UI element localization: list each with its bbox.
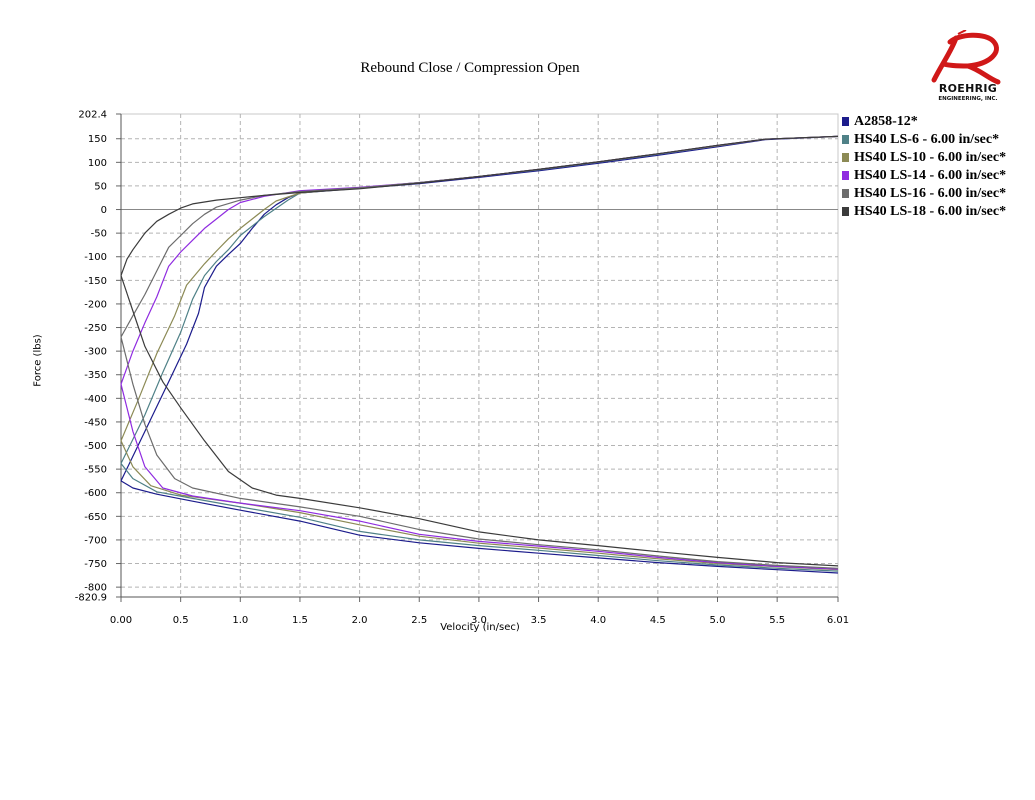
y-tick-label: -300 bbox=[84, 347, 107, 358]
x-tick-label: 1.0 bbox=[232, 615, 248, 626]
legend-entry: HS40 LS-14 - 6.00 in/sec* bbox=[842, 167, 1032, 185]
x-tick-label: 4.0 bbox=[590, 615, 606, 626]
x-tick-label: 5.5 bbox=[769, 615, 785, 626]
series-line-lower-0 bbox=[120, 480, 839, 574]
x-tick-label: 3.0 bbox=[471, 615, 487, 626]
y-tick-label: -200 bbox=[84, 299, 107, 310]
logo-subtitle: ENGINEERING, INC. bbox=[938, 96, 998, 102]
x-axis-label: Velocity (in/sec) bbox=[440, 622, 520, 633]
y-tick-label: -50 bbox=[91, 229, 107, 240]
y-tick-label: -600 bbox=[84, 488, 107, 499]
series-line-lower-4 bbox=[120, 336, 839, 569]
legend-swatch bbox=[842, 207, 849, 216]
y-axis-label: Force (lbs) bbox=[32, 334, 44, 387]
legend-swatch bbox=[842, 117, 849, 126]
legend-label: A2858-12* bbox=[854, 114, 918, 129]
legend-swatch bbox=[842, 153, 849, 162]
legend-label: HS40 LS-14 - 6.00 in/sec* bbox=[854, 168, 1007, 183]
y-tick-label: -500 bbox=[84, 441, 107, 452]
x-tick-label: 0.00 bbox=[110, 615, 132, 626]
y-tick-label: -400 bbox=[84, 394, 107, 405]
series-line-upper-0 bbox=[120, 135, 839, 482]
y-tick-label: -150 bbox=[84, 276, 107, 287]
x-tick-label: 0.5 bbox=[173, 615, 189, 626]
legend-swatch bbox=[842, 135, 849, 144]
chart-title: Rebound Close / Compression Open bbox=[360, 60, 580, 76]
y-tick-label: -450 bbox=[84, 417, 107, 428]
y-tick-label: 150 bbox=[88, 134, 107, 145]
legend-label: HS40 LS-16 - 6.00 in/sec* bbox=[854, 186, 1007, 201]
force-velocity-plot: 202.4 150 100 50 0 -50 -100 -150 -200 -250 -300 -35… bbox=[75, 110, 849, 627]
y-tick-label: 50 bbox=[94, 181, 107, 192]
legend-label: HS40 LS-18 - 6.00 in/sec* bbox=[854, 204, 1007, 219]
series-line-upper-5 bbox=[120, 135, 839, 276]
legend-swatch bbox=[842, 189, 849, 198]
y-tick-label: -700 bbox=[84, 535, 107, 546]
y-tick-label: -100 bbox=[84, 252, 107, 263]
series-line-lower-3 bbox=[120, 384, 839, 570]
series-line-lower-5 bbox=[120, 275, 839, 567]
y-tick-label: 0 bbox=[101, 205, 107, 216]
y-tick-label: -820.9 bbox=[75, 593, 107, 604]
logo-r-icon bbox=[931, 32, 1001, 85]
x-tick-label: 3.5 bbox=[531, 615, 547, 626]
legend-entry: A2858-12* bbox=[842, 113, 1032, 131]
x-tick-label: 2.5 bbox=[411, 615, 427, 626]
x-tick-label: 5.0 bbox=[710, 615, 726, 626]
y-tick-label: 202.4 bbox=[78, 110, 107, 121]
y-tick-label: 100 bbox=[88, 158, 107, 169]
legend-entry: HS40 LS-16 - 6.00 in/sec* bbox=[842, 185, 1032, 203]
y-tick-label: -750 bbox=[84, 559, 107, 570]
x-tick-label: 6.01 bbox=[827, 615, 849, 626]
x-tick-label: 4.5 bbox=[650, 615, 666, 626]
legend-entry: HS40 LS-18 - 6.00 in/sec* bbox=[842, 203, 1032, 221]
y-tick-label: -350 bbox=[84, 370, 107, 381]
series-line-lower-2 bbox=[120, 440, 839, 571]
y-tick-label: -250 bbox=[84, 323, 107, 334]
legend-label: HS40 LS-6 - 6.00 in/sec* bbox=[854, 132, 1000, 147]
x-tick-label: 1.5 bbox=[292, 615, 308, 626]
plot-area bbox=[120, 113, 839, 598]
y-tick-label: -650 bbox=[84, 512, 107, 523]
roehrig-logo-mark bbox=[931, 30, 1001, 85]
legend-entry: HS40 LS-6 - 6.00 in/sec* bbox=[842, 131, 1032, 149]
legend-entry: HS40 LS-10 - 6.00 in/sec* bbox=[842, 149, 1032, 167]
legend-label: HS40 LS-10 - 6.00 in/sec* bbox=[854, 150, 1007, 165]
y-tick-label: -550 bbox=[84, 465, 107, 476]
chart-legend: A2858-12* HS40 LS-6 - 6.00 in/sec* HS40 LS… bbox=[842, 113, 1032, 221]
series-line-lower-1 bbox=[120, 463, 839, 572]
legend-swatch bbox=[842, 171, 849, 180]
x-tick-label: 2.0 bbox=[352, 615, 368, 626]
y-tick-label: -800 bbox=[84, 583, 107, 594]
logo-wordmark: ROEHRIG bbox=[938, 82, 998, 95]
